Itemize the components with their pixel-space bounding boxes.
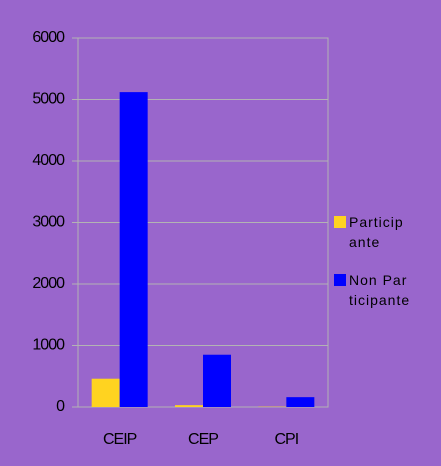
legend-label: Participante — [349, 214, 404, 250]
bar — [175, 405, 203, 407]
y-tick-label: 0 — [56, 398, 65, 415]
y-tick-label: 1000 — [32, 337, 65, 354]
y-tick-label: 5000 — [32, 91, 65, 108]
legend-item: Non Participante — [334, 270, 438, 310]
y-tick-label: 6000 — [32, 29, 65, 46]
legend-label: Non Participante — [349, 272, 411, 308]
bar — [91, 378, 120, 407]
bar — [119, 92, 148, 408]
legend-swatch — [334, 274, 346, 286]
legend-swatch — [334, 216, 346, 228]
bar — [286, 397, 315, 407]
x-tick-label: CEP — [188, 431, 218, 448]
bar — [203, 354, 231, 407]
x-tick-label: CEIP — [103, 431, 137, 448]
x-tick-label: CPI — [274, 431, 298, 448]
y-tick-label: 4000 — [32, 152, 65, 169]
y-tick-label: 3000 — [32, 214, 65, 231]
legend-item: Participante — [334, 212, 438, 252]
y-tick-label: 2000 — [32, 275, 65, 292]
